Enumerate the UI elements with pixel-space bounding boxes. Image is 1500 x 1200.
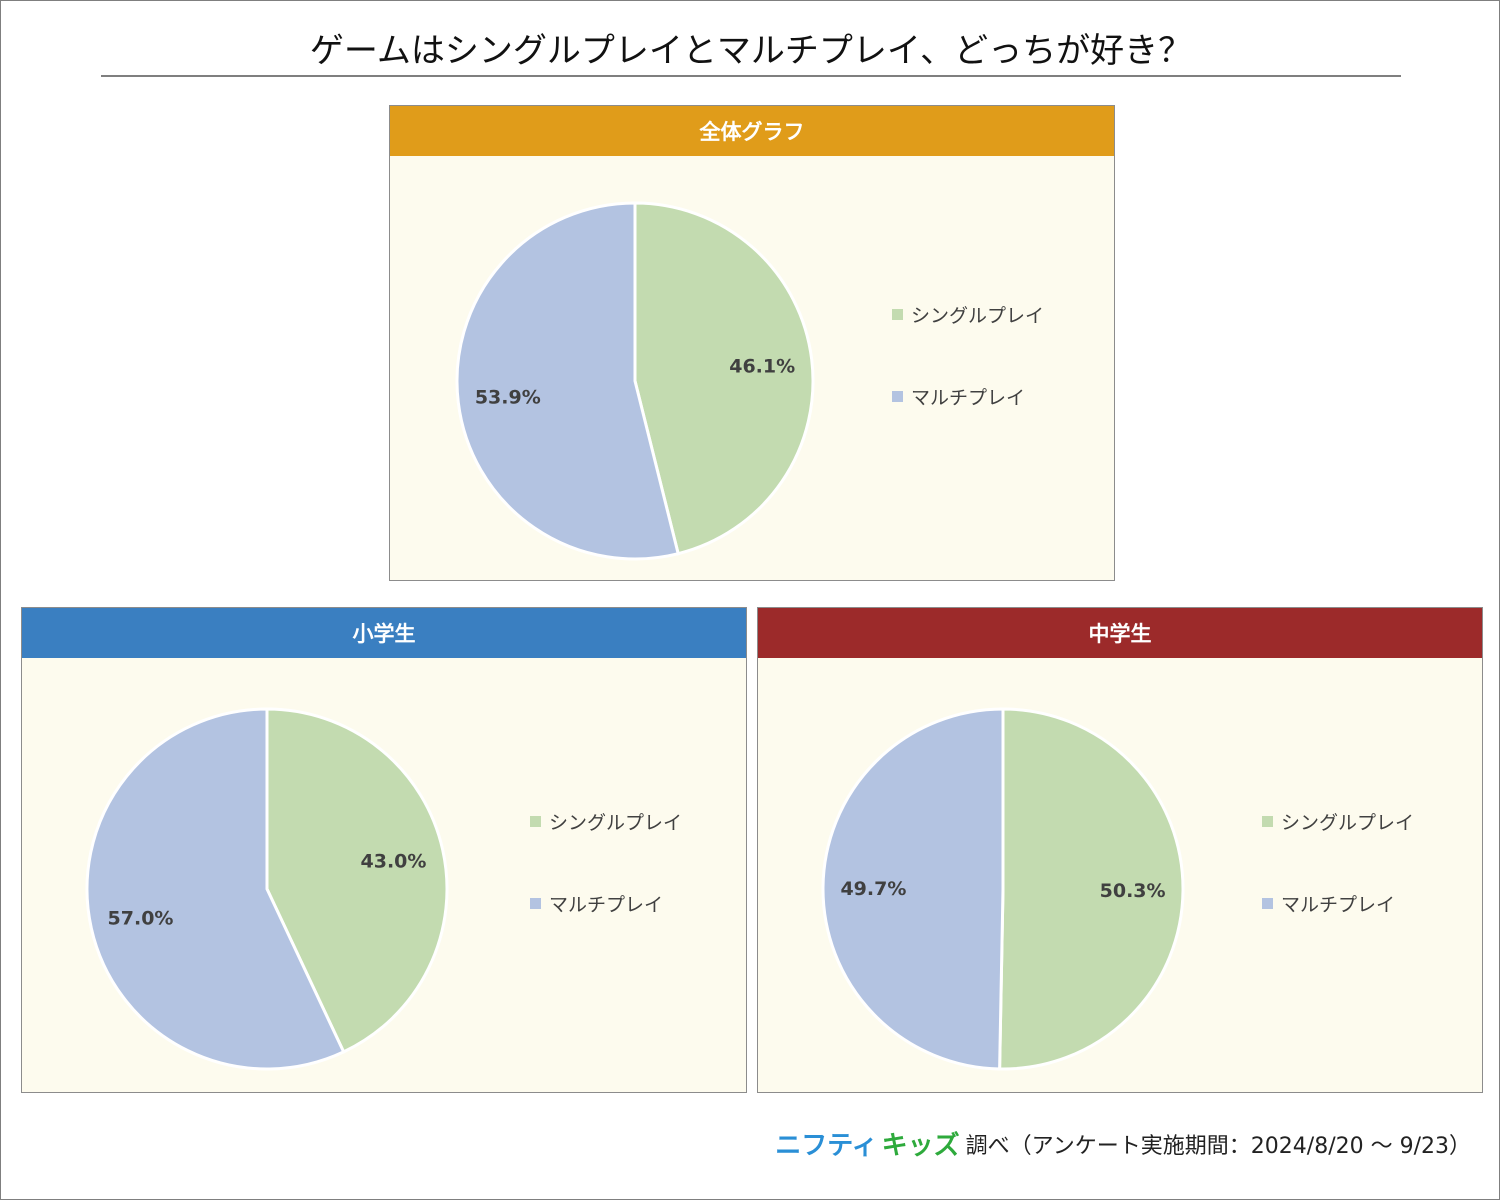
legend-swatch-single bbox=[892, 309, 903, 320]
legend-label-single: シングルプレイ bbox=[911, 305, 1045, 327]
data-label-multi: 49.7% bbox=[840, 878, 906, 900]
overall-pie-chart: 46.1% 53.9% bbox=[455, 201, 815, 561]
elementary-pie-chart: 43.0% 57.0% bbox=[85, 707, 449, 1071]
junior-high-chart-panel: 中学生 50.3% 49.7% シングルプレイ マルチプレイ bbox=[757, 607, 1483, 1093]
pie-slice-single bbox=[998, 707, 1185, 1071]
data-label-single: 43.0% bbox=[361, 851, 427, 873]
legend-label-single: シングルプレイ bbox=[1281, 812, 1415, 834]
brand-logo-nifty: ニフティ bbox=[775, 1131, 878, 1161]
legend-label-multi: マルチプレイ bbox=[911, 387, 1026, 409]
data-label-multi: 57.0% bbox=[108, 907, 174, 929]
survey-period-note: 調べ（アンケート実施期間：2024/8/20 ～ 9/23） bbox=[965, 1133, 1471, 1159]
page-title: ゲームはシングルプレイとマルチプレイ、どっちが好き？ bbox=[309, 31, 1193, 71]
legend-label-multi: マルチプレイ bbox=[1281, 894, 1396, 916]
legend-swatch-single bbox=[530, 816, 541, 827]
source-footer: ニフティ キッズ 調べ（アンケート実施期間：2024/8/20 ～ 9/23） bbox=[775, 1125, 1471, 1162]
pie-slice-single bbox=[265, 707, 449, 1054]
overall-chart-panel: 全体グラフ 46.1% 53.9% シングルプレイ マルチプレイ bbox=[389, 105, 1115, 581]
title-divider bbox=[101, 75, 1401, 77]
legend-label-multi: マルチプレイ bbox=[549, 894, 664, 916]
legend-swatch-multi bbox=[1262, 898, 1273, 909]
legend-item-multi: マルチプレイ bbox=[530, 890, 663, 917]
elementary-chart-panel: 小学生 43.0% 57.0% シングルプレイ マルチプレイ bbox=[21, 607, 747, 1093]
legend-swatch-multi bbox=[530, 898, 541, 909]
legend-item-multi: マルチプレイ bbox=[892, 383, 1025, 410]
pie-slice-multi bbox=[455, 201, 681, 561]
legend-swatch-multi bbox=[892, 391, 903, 402]
overall-chart-header: 全体グラフ bbox=[390, 106, 1114, 156]
brand-logo-kids: キッズ bbox=[881, 1131, 960, 1161]
pie-slice-single bbox=[633, 201, 815, 556]
legend-item-multi: マルチプレイ bbox=[1262, 890, 1395, 917]
data-label-multi: 53.9% bbox=[475, 387, 541, 409]
pie-slice-multi bbox=[821, 707, 1005, 1071]
legend-swatch-single bbox=[1262, 816, 1273, 827]
pie-slice-multi bbox=[85, 707, 346, 1071]
junior-high-pie-chart: 50.3% 49.7% bbox=[821, 707, 1185, 1071]
data-label-single: 50.3% bbox=[1100, 880, 1166, 902]
legend-item-single: シングルプレイ bbox=[530, 808, 682, 835]
legend-item-single: シングルプレイ bbox=[892, 301, 1044, 328]
data-label-single: 46.1% bbox=[729, 355, 795, 377]
elementary-chart-header: 小学生 bbox=[22, 608, 746, 658]
legend-label-single: シングルプレイ bbox=[549, 812, 683, 834]
legend-item-single: シングルプレイ bbox=[1262, 808, 1414, 835]
junior-high-chart-header: 中学生 bbox=[758, 608, 1482, 658]
